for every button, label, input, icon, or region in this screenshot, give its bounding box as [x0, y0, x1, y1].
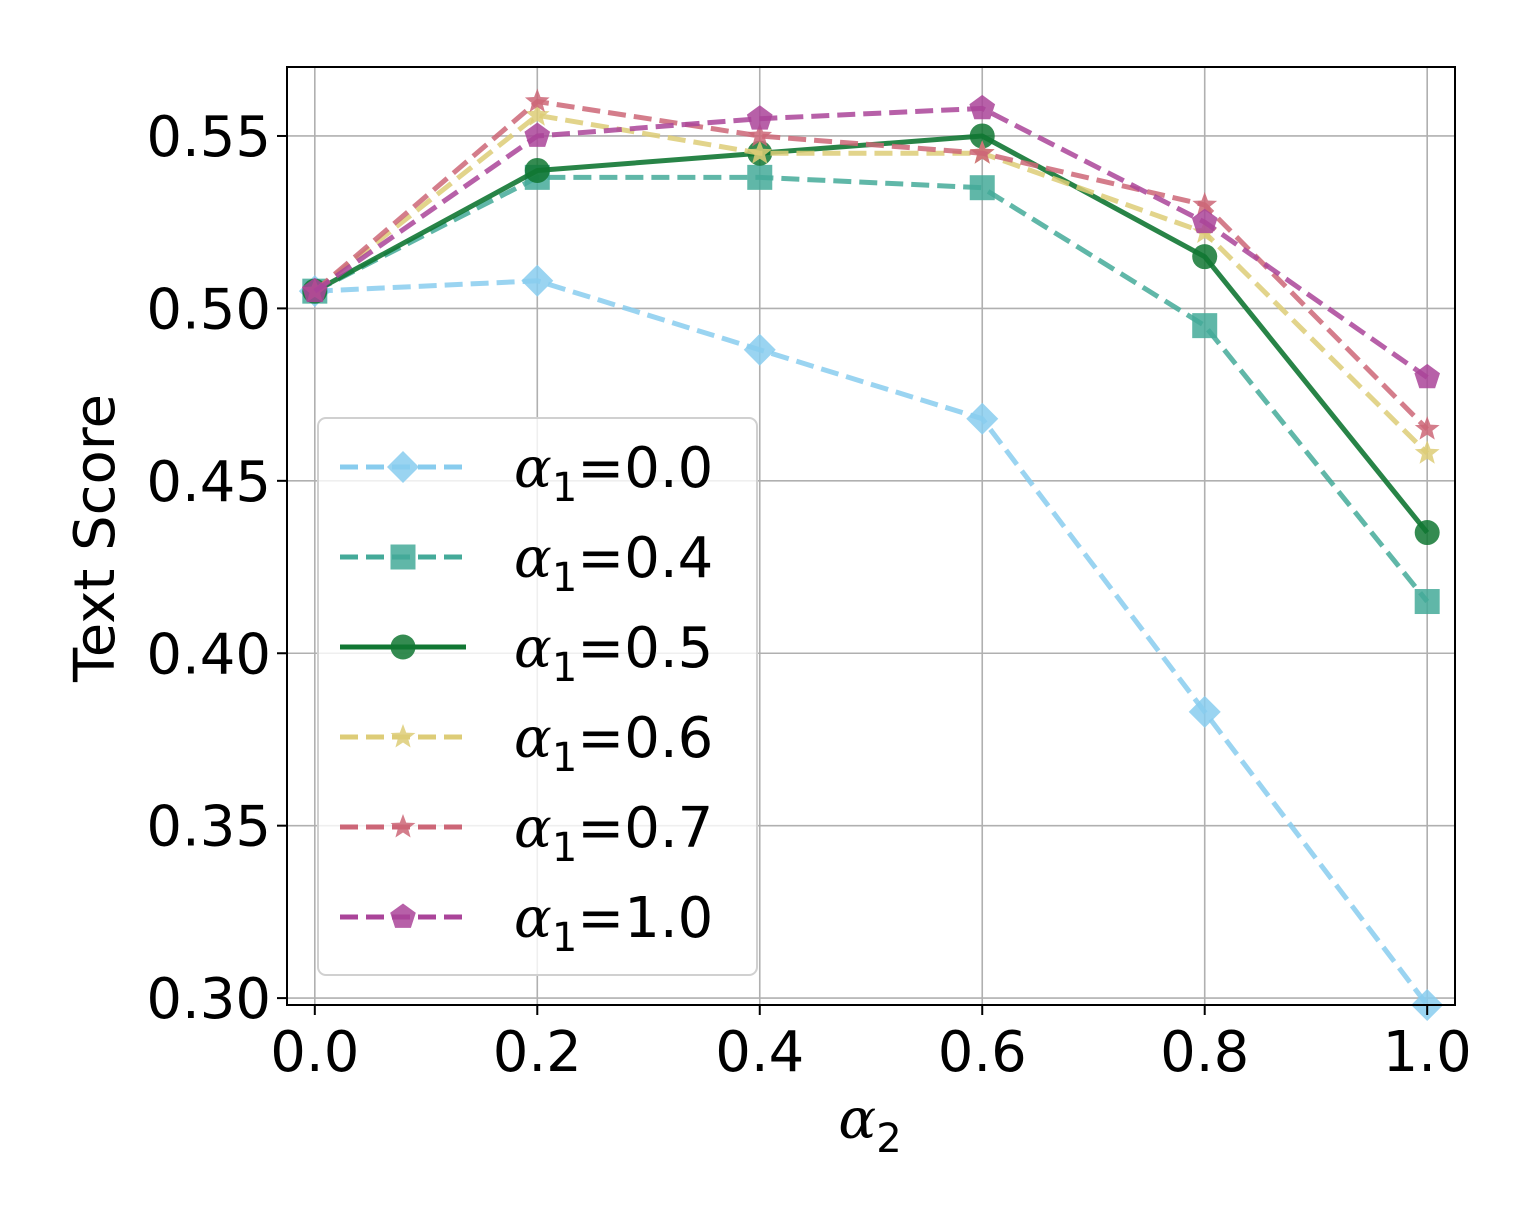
legend-item: α1=0.5: [340, 616, 713, 691]
data-point: [1414, 589, 1440, 615]
legend-label-value: =0.5: [577, 616, 713, 681]
legend-item: α1=0.7: [340, 796, 713, 871]
legend-marker: [390, 724, 416, 748]
data-point: [1414, 416, 1440, 440]
data-point: [1192, 244, 1218, 270]
legend-item: α1=0.0: [340, 436, 713, 511]
x-tick-label: 0.6: [938, 1020, 1027, 1085]
data-point: [969, 175, 995, 201]
legend-label-subscript: 1: [552, 735, 577, 781]
legend-label-symbol: α: [514, 616, 552, 681]
legend-label: α1=0.5: [514, 616, 713, 691]
legend-marker: [387, 451, 419, 483]
y-tick-label: 0.35: [146, 795, 271, 860]
legend-label-symbol: α: [514, 706, 552, 771]
legend-label-subscript: 1: [552, 915, 577, 961]
legend-label: α1=1.0: [514, 886, 713, 961]
legend-label-value: =0.6: [577, 706, 713, 771]
legend-item: α1=1.0: [340, 886, 713, 961]
data-point: [1192, 313, 1218, 339]
x-tick-label: 1.0: [1383, 1020, 1472, 1085]
data-point: [524, 157, 550, 183]
x-tick-label: 0.2: [493, 1020, 582, 1085]
y-tick-label: 0.40: [146, 622, 271, 687]
data-point: [747, 140, 773, 164]
series-line: [313, 112, 1429, 455]
legend-label-symbol: α: [514, 886, 552, 951]
data-point: [524, 122, 551, 147]
data-point: [966, 402, 999, 435]
legend-marker: [390, 634, 416, 660]
x-tick-label: 0.0: [270, 1020, 359, 1085]
x-tick-label: 0.4: [715, 1020, 804, 1085]
series-layer: [298, 88, 1444, 1021]
x-axis-title-subscript: 2: [876, 1116, 901, 1162]
y-axis-title: Text Score: [63, 394, 128, 683]
data-point: [1414, 440, 1440, 464]
legend-item: α1=0.6: [340, 706, 713, 781]
y-tick-label: 0.55: [146, 105, 271, 170]
series-line: [313, 174, 1430, 604]
data-point: [747, 123, 773, 147]
legend-label-value: =0.7: [577, 796, 713, 861]
legend-label-value: =0.4: [577, 526, 713, 591]
legend-marker: [390, 544, 416, 570]
legend-label-subscript: 1: [552, 825, 577, 871]
legend-label-symbol: α: [514, 796, 552, 861]
legend-label-symbol: α: [514, 436, 552, 501]
series-line: [314, 278, 1430, 1007]
y-tick-label: 0.30: [146, 967, 271, 1032]
data-point: [302, 277, 328, 303]
legend-label: α1=0.6: [514, 706, 713, 781]
data-point: [743, 333, 776, 366]
tick-layer: 0.0 0.2 0.4 0.6 0.8 1.0 0.30 0.35 0.40 0.45 0.50 0.…: [146, 105, 1471, 1085]
legend-label: α1=0.4: [514, 526, 713, 601]
plot-frame: [286, 66, 1456, 1006]
data-point: [969, 140, 995, 164]
legend-label-subscript: 1: [552, 645, 577, 691]
y-tick-label: 0.50: [146, 277, 271, 342]
data-point: [746, 105, 773, 130]
data-point: [521, 264, 554, 297]
legend-label-value: =1.0: [577, 886, 713, 951]
x-axis-title-symbol: α: [838, 1087, 876, 1152]
data-point: [1191, 208, 1218, 234]
legend-label-value: =0.0: [577, 436, 713, 501]
series-line: [313, 105, 1429, 380]
legend-marker: [390, 814, 416, 838]
legend-label-symbol: α: [514, 526, 552, 591]
series-line: [313, 99, 1429, 431]
legend-label: α1=0.0: [514, 436, 713, 511]
data-point: [524, 102, 550, 126]
data-point: [1414, 363, 1440, 389]
series-5: [302, 94, 1440, 389]
data-point: [524, 88, 550, 112]
data-point: [747, 164, 773, 190]
legend: α1=0.0α1=0.4α1=0.5α1=0.6α1=0.7α1=1.0: [317, 417, 758, 976]
x-axis-title: α2: [838, 1087, 901, 1162]
data-point: [969, 123, 995, 149]
y-tick-label: 0.45: [146, 450, 271, 515]
legend-marker: [390, 903, 416, 928]
data-point: [1414, 520, 1440, 546]
data-point: [1192, 191, 1218, 216]
legend-label-subscript: 1: [552, 465, 577, 511]
legend-item: α1=0.4: [340, 526, 713, 601]
legend-label-subscript: 1: [552, 555, 577, 601]
data-point: [969, 94, 996, 120]
data-point: [1188, 695, 1221, 728]
x-tick-label: 0.8: [1160, 1020, 1249, 1085]
legend-label: α1=0.7: [514, 796, 713, 871]
